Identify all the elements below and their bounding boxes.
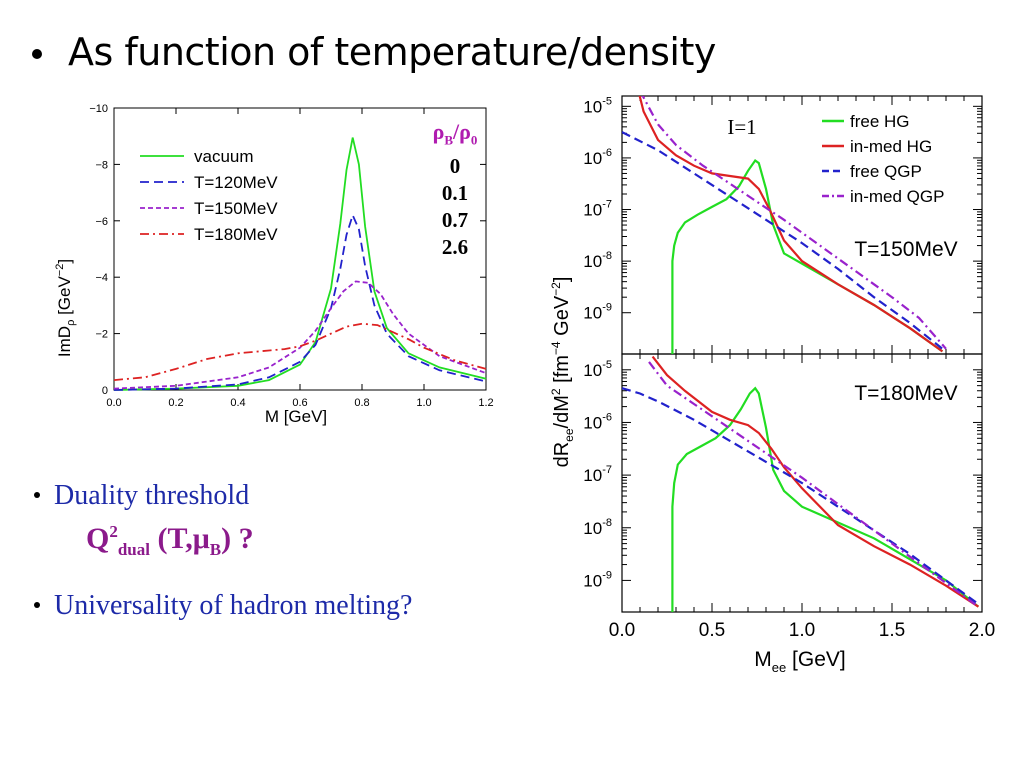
right-chart-xlabel: Mee [GeV] <box>754 648 846 675</box>
left-chart-legend: vacuum T=120MeV T=150MeV T=180MeV <box>140 147 278 244</box>
density-value: 0 <box>449 154 461 179</box>
legend-label: in-med HG <box>850 137 932 156</box>
density-legend: ρB/ρ0 0 0.1 0.7 2.6 <box>410 118 500 261</box>
bullet-universality: Universality of hadron melting? <box>34 590 412 622</box>
left-chart-series <box>113 137 487 391</box>
y-tick-label: 10-8 <box>583 517 612 538</box>
right-chart-axes: 10-5 10-6 10-7 10-8 10-9 10-5 10-6 10-7 10-8 10-9… <box>583 95 995 641</box>
density-value: 2.6 <box>441 235 469 260</box>
right-chart-series <box>622 96 980 612</box>
y-tick-label: −4 <box>95 272 108 284</box>
series-line-purple <box>641 96 947 350</box>
x-tick-label: 0.0 <box>609 620 635 641</box>
legend-label: T=150MeV <box>194 199 278 218</box>
y-tick-label: 10-6 <box>583 147 612 168</box>
series-line-purple <box>648 361 980 608</box>
series-line-blue <box>113 212 487 391</box>
density-value: 0.1 <box>441 181 469 206</box>
y-tick-label: −6 <box>95 216 108 228</box>
bullet-dot-icon <box>34 602 40 608</box>
y-tick-label: −8 <box>95 159 108 171</box>
x-tick-label: 2.0 <box>969 620 995 641</box>
right-chart-ylabel: dRee/dM2 [fm−4 GeV−2] <box>549 277 576 468</box>
y-tick-label: 10-9 <box>583 569 612 590</box>
right-chart-legend: free HG in-med HG free QGP in-med QGP <box>822 112 944 206</box>
x-tick-label: 0.4 <box>230 397 245 409</box>
x-tick-label: 0.6 <box>292 397 307 409</box>
left-chart-ylabel: ImDρ [GeV−2] <box>54 259 77 357</box>
y-tick-label: −10 <box>89 103 108 115</box>
bullet-duality: Duality threshold <box>34 480 249 512</box>
y-tick-label: 0 <box>102 385 108 397</box>
y-tick-label: −2 <box>95 329 108 341</box>
series-line-red <box>638 96 944 353</box>
series-line-purple <box>113 280 487 390</box>
series-line-green <box>113 137 487 391</box>
dilepton-rate-chart: 10-5 10-6 10-7 10-8 10-9 10-5 10-6 10-7 10-8 10-9… <box>538 90 1002 680</box>
bullet-dot-icon <box>34 492 40 498</box>
density-legend-header: ρB/ρ0 <box>432 119 478 148</box>
legend-label: vacuum <box>194 147 254 166</box>
y-tick-label: 10-6 <box>583 411 612 432</box>
density-value: 0.7 <box>441 208 469 233</box>
x-tick-label: 1.0 <box>416 397 431 409</box>
legend-label: in-med QGP <box>850 187 944 206</box>
x-tick-label: 0.8 <box>354 397 369 409</box>
title-bullet-icon <box>32 49 42 59</box>
y-tick-label: 10-9 <box>583 302 612 323</box>
x-tick-label: 0.5 <box>699 620 725 641</box>
bullet-duality-text: Duality threshold <box>54 480 250 511</box>
left-chart-xlabel: M [GeV] <box>265 407 327 426</box>
x-tick-label: 0.2 <box>168 397 183 409</box>
legend-label: free HG <box>850 112 910 131</box>
duality-threshold-formula: Q2dual (T,μB) ? <box>86 522 254 559</box>
left-chart-axes: 0.0 0.2 0.4 0.6 0.8 1.0 1.2 0 −2 −4 −6 −8 −10 <box>89 103 493 409</box>
legend-label: T=180MeV <box>194 225 278 244</box>
x-tick-label: 0.0 <box>106 397 121 409</box>
slide-title: As function of temperature/density <box>68 30 716 74</box>
y-tick-label: 10-5 <box>583 359 612 380</box>
y-tick-label: 10-8 <box>583 250 612 271</box>
series-line-green <box>671 386 980 612</box>
x-tick-label: 1.5 <box>879 620 905 641</box>
y-tick-label: 10-5 <box>583 95 612 116</box>
x-tick-label: 1.0 <box>789 620 815 641</box>
series-line-blue <box>622 131 944 350</box>
title-row: As function of temperature/density <box>32 22 716 82</box>
series-line-red <box>651 355 979 608</box>
y-tick-label: 10-7 <box>583 464 612 485</box>
legend-label: T=120MeV <box>194 173 278 192</box>
series-line-blue <box>622 387 980 605</box>
right-chart-background <box>538 90 1002 680</box>
spectral-function-chart: 0.0 0.2 0.4 0.6 0.8 1.0 1.2 0 −2 −4 −6 −8 −10 vacuum… <box>48 96 498 426</box>
x-tick-label: 1.2 <box>478 397 493 409</box>
right-chart-annotation-t150: T=150MeV <box>854 238 957 261</box>
legend-label: free QGP <box>850 162 922 181</box>
y-tick-label: 10-7 <box>583 199 612 220</box>
bullet-universality-text: Universality of hadron melting? <box>54 590 413 621</box>
right-chart-annotation-i1: I=1 <box>727 115 756 139</box>
left-chart-background <box>48 96 498 426</box>
right-chart-annotation-t180: T=180MeV <box>854 382 957 405</box>
series-line-red <box>113 322 487 381</box>
